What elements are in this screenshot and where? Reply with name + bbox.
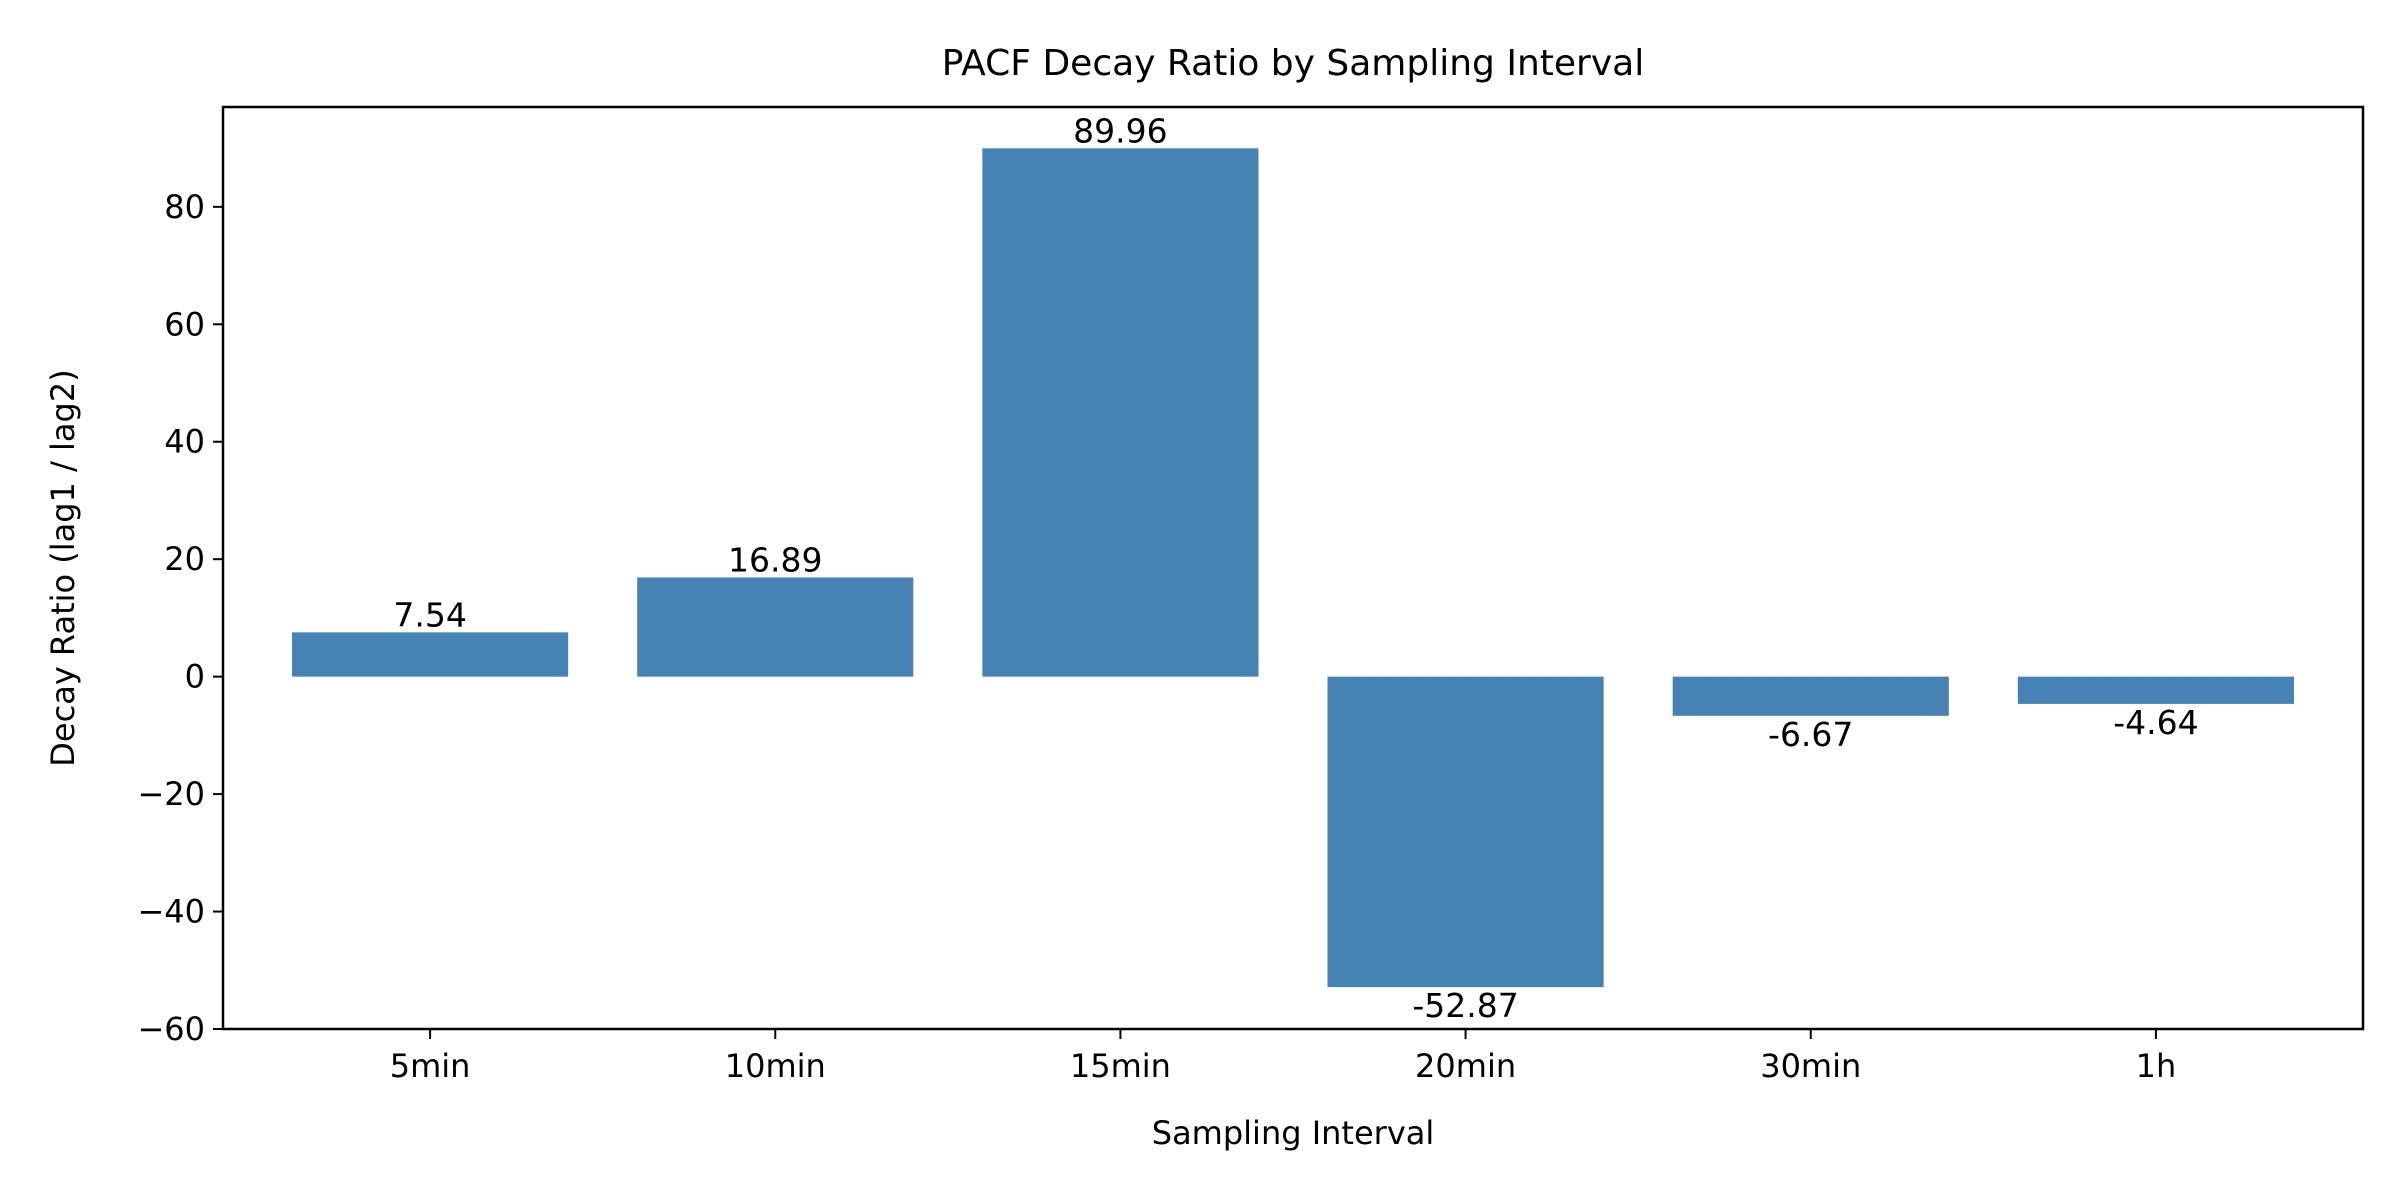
- bar-value-label: -6.67: [1768, 715, 1853, 754]
- bar-value-label: -4.64: [2113, 703, 2198, 742]
- bar-value-label: 7.54: [393, 595, 466, 634]
- y-tick-label: 40: [164, 423, 205, 461]
- plot-frame: [221, 105, 2365, 1031]
- bars-group: [292, 148, 2294, 988]
- x-tick-label: 20min: [1415, 1047, 1516, 1085]
- bar-value-label: 89.96: [1073, 111, 1167, 150]
- y-axis-label: Decay Ratio (lag1 / lag2): [44, 369, 82, 766]
- bar-1h: [2017, 676, 2294, 704]
- y-tick-label: 0: [185, 658, 205, 696]
- y-axis: −60 −40 −20 0 20 40 60 80: [137, 188, 223, 1048]
- x-axis-label: Sampling Interval: [1152, 1114, 1435, 1152]
- bar-10min: [637, 577, 914, 677]
- y-tick-label: −40: [137, 893, 205, 931]
- x-tick-label: 1h: [2136, 1047, 2177, 1085]
- y-tick-label: 20: [164, 540, 205, 578]
- y-tick-label: 80: [164, 188, 205, 226]
- bar-labels-group: 7.54 16.89 89.96 -52.87 -6.67 -4.64: [393, 111, 2198, 1025]
- bar-5min: [292, 632, 569, 677]
- x-axis: 5min 10min 15min 20min 30min 1h: [390, 1029, 2176, 1085]
- y-tick-label: −20: [137, 775, 205, 813]
- bar-15min: [982, 148, 1259, 677]
- y-tick-label: 60: [164, 305, 205, 343]
- x-tick-label: 30min: [1760, 1047, 1861, 1085]
- bar-value-label: 16.89: [728, 540, 822, 579]
- y-tick-label: −60: [137, 1010, 205, 1048]
- bar-value-label: -52.87: [1412, 986, 1518, 1025]
- chart-title: PACF Decay Ratio by Sampling Interval: [942, 43, 1644, 84]
- x-tick-label: 5min: [390, 1047, 471, 1085]
- bar-20min: [1327, 676, 1604, 988]
- x-tick-label: 15min: [1070, 1047, 1171, 1085]
- bar-30min: [1672, 676, 1949, 716]
- x-tick-label: 10min: [725, 1047, 826, 1085]
